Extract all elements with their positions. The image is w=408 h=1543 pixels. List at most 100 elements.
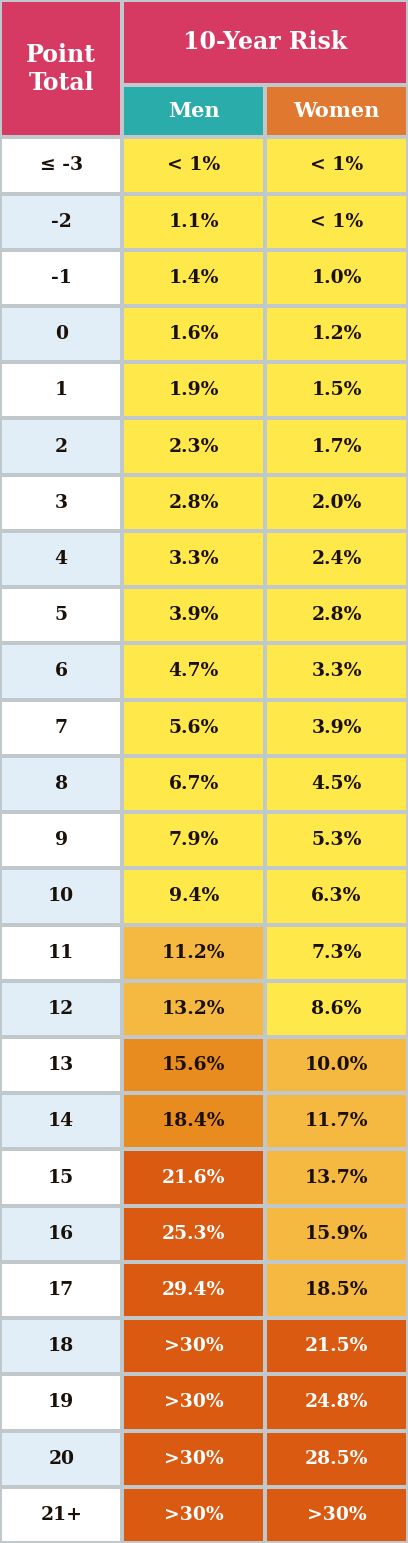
Bar <box>267 1038 406 1091</box>
Bar <box>267 252 406 304</box>
Text: 18.5%: 18.5% <box>305 1281 368 1299</box>
Bar <box>267 1376 406 1429</box>
Text: 3.3%: 3.3% <box>169 549 219 568</box>
Bar <box>124 758 263 810</box>
Text: 0: 0 <box>55 326 68 343</box>
Bar <box>267 1096 406 1148</box>
Bar <box>267 645 406 697</box>
Bar <box>267 139 406 191</box>
Text: >30%: >30% <box>164 1393 224 1412</box>
Bar <box>267 926 406 978</box>
Bar <box>2 1264 120 1316</box>
Text: 3: 3 <box>55 494 68 512</box>
Text: 25.3%: 25.3% <box>162 1225 226 1242</box>
Text: 13.2%: 13.2% <box>162 1000 226 1018</box>
Bar <box>124 364 263 417</box>
Text: 28.5%: 28.5% <box>305 1450 368 1467</box>
Bar <box>2 309 120 360</box>
Text: >30%: >30% <box>307 1506 366 1524</box>
Text: 1.9%: 1.9% <box>169 381 219 400</box>
Text: < 1%: < 1% <box>310 213 363 230</box>
Text: 1.6%: 1.6% <box>169 326 219 343</box>
Bar <box>2 758 120 810</box>
Text: 16: 16 <box>48 1225 74 1242</box>
Text: 14: 14 <box>48 1113 74 1131</box>
Text: 9.4%: 9.4% <box>169 887 219 906</box>
Text: 1.4%: 1.4% <box>169 268 219 287</box>
Bar <box>267 758 406 810</box>
Bar <box>267 309 406 360</box>
Text: 4.7%: 4.7% <box>169 662 219 680</box>
Bar <box>124 252 263 304</box>
Bar <box>124 1264 263 1316</box>
Bar <box>267 1321 406 1372</box>
Text: >30%: >30% <box>164 1450 224 1467</box>
Text: 18.4%: 18.4% <box>162 1113 226 1131</box>
Bar <box>267 1264 406 1316</box>
Bar <box>2 364 120 417</box>
Bar <box>124 870 263 923</box>
Text: 6.7%: 6.7% <box>169 775 219 793</box>
Text: 1.1%: 1.1% <box>169 213 219 230</box>
Text: 13: 13 <box>48 1055 74 1074</box>
Text: 3.3%: 3.3% <box>311 662 362 680</box>
Text: 18: 18 <box>48 1338 74 1355</box>
Bar <box>124 309 263 360</box>
Text: >30%: >30% <box>164 1338 224 1355</box>
Text: 2.3%: 2.3% <box>169 438 219 455</box>
Text: 21+: 21+ <box>40 1506 82 1524</box>
Text: >30%: >30% <box>164 1506 224 1524</box>
Bar <box>124 1038 263 1091</box>
Bar <box>124 139 263 191</box>
Text: 5: 5 <box>55 606 68 625</box>
Text: 2.8%: 2.8% <box>311 606 362 625</box>
Text: 10-Year Risk: 10-Year Risk <box>183 31 347 54</box>
Text: 2.8%: 2.8% <box>169 494 219 512</box>
Bar <box>2 926 120 978</box>
Bar <box>2 1321 120 1372</box>
Bar <box>124 1432 263 1484</box>
Bar <box>2 870 120 923</box>
Bar <box>2 1151 120 1204</box>
Bar <box>2 645 120 697</box>
Text: 21.5%: 21.5% <box>305 1338 368 1355</box>
Text: Point
Total: Point Total <box>26 43 96 94</box>
Bar <box>124 86 263 136</box>
Text: 11.2%: 11.2% <box>162 944 226 961</box>
Text: 8: 8 <box>55 775 68 793</box>
Bar <box>267 1432 406 1484</box>
Bar <box>2 139 120 191</box>
Text: 5.6%: 5.6% <box>169 719 219 736</box>
Text: 7.3%: 7.3% <box>311 944 362 961</box>
Text: 7: 7 <box>55 719 68 736</box>
Bar <box>2 1208 120 1261</box>
Text: 1.2%: 1.2% <box>311 326 362 343</box>
Bar <box>2 815 120 866</box>
Bar <box>267 1208 406 1261</box>
Text: 5.3%: 5.3% <box>311 832 362 849</box>
Text: Men: Men <box>168 102 220 120</box>
Bar <box>267 589 406 642</box>
Text: 29.4%: 29.4% <box>162 1281 226 1299</box>
Bar <box>2 1376 120 1429</box>
Text: 6.3%: 6.3% <box>311 887 362 906</box>
Bar <box>124 532 263 585</box>
Bar <box>124 1096 263 1148</box>
Bar <box>267 815 406 866</box>
Text: 1.7%: 1.7% <box>311 438 362 455</box>
Bar <box>2 1096 120 1148</box>
Bar <box>267 870 406 923</box>
Text: 8.6%: 8.6% <box>311 1000 362 1018</box>
Text: 13.7%: 13.7% <box>305 1168 368 1187</box>
Text: 20: 20 <box>48 1450 74 1467</box>
Bar <box>124 1376 263 1429</box>
Bar <box>124 1208 263 1261</box>
Bar <box>124 196 263 248</box>
Bar <box>124 926 263 978</box>
Bar <box>124 645 263 697</box>
Bar <box>2 532 120 585</box>
Bar <box>267 86 406 136</box>
Text: 4: 4 <box>55 549 68 568</box>
Bar <box>2 477 120 529</box>
Text: 3.9%: 3.9% <box>169 606 219 625</box>
